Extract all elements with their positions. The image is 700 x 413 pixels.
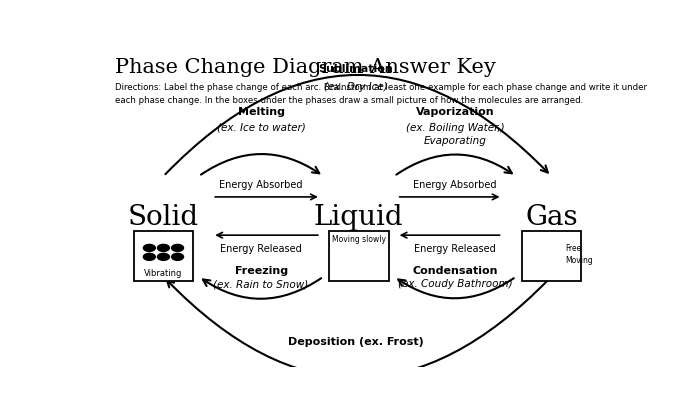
FancyBboxPatch shape [522, 232, 581, 281]
Text: Freezing: Freezing [234, 266, 288, 276]
Text: Moving: Moving [565, 255, 593, 264]
Circle shape [144, 245, 155, 252]
Text: each phase change. In the boxes under the phases draw a small picture of how the: each phase change. In the boxes under th… [115, 96, 583, 104]
Text: Vaporization: Vaporization [416, 107, 494, 117]
FancyArrowPatch shape [167, 279, 550, 378]
Text: Energy Released: Energy Released [220, 244, 302, 254]
Text: Moving slowly: Moving slowly [332, 235, 386, 244]
FancyArrowPatch shape [398, 278, 514, 299]
Text: Solid: Solid [128, 203, 199, 230]
Text: (ex. Rain to Snow): (ex. Rain to Snow) [214, 278, 309, 288]
Text: Energy Absorbed: Energy Absorbed [219, 180, 303, 190]
Text: Melting: Melting [237, 107, 285, 117]
Circle shape [144, 254, 155, 261]
FancyArrowPatch shape [203, 278, 321, 299]
Text: (ex. Coudy Bathroom): (ex. Coudy Bathroom) [398, 278, 512, 288]
Text: Energy Absorbed: Energy Absorbed [413, 180, 497, 190]
Text: Liquid: Liquid [314, 203, 404, 230]
Text: (ex. Boiling Water,): (ex. Boiling Water,) [406, 123, 505, 133]
Text: (ex. Ice to water): (ex. Ice to water) [217, 123, 305, 133]
FancyBboxPatch shape [134, 232, 193, 281]
FancyArrowPatch shape [165, 76, 548, 175]
Text: Vibrating: Vibrating [144, 269, 183, 278]
Text: Free: Free [565, 244, 581, 253]
Text: Condensation: Condensation [412, 266, 498, 276]
Circle shape [158, 254, 169, 261]
FancyArrowPatch shape [396, 155, 512, 175]
Text: (ex. Dry Ice): (ex. Dry Ice) [324, 81, 388, 91]
Text: Sublimation: Sublimation [318, 64, 393, 74]
FancyBboxPatch shape [329, 232, 389, 281]
Circle shape [172, 254, 183, 261]
Text: Evaporating: Evaporating [424, 135, 486, 145]
Text: Gas: Gas [525, 203, 578, 230]
Text: Energy Released: Energy Released [414, 244, 496, 254]
Circle shape [172, 245, 183, 252]
Text: Phase Change Diagram Answer Key: Phase Change Diagram Answer Key [115, 57, 496, 76]
Text: Directions: Label the phase change of each arc. Brainstorm at least one example : Directions: Label the phase change of ea… [115, 83, 647, 92]
Circle shape [158, 245, 169, 252]
Text: Deposition (ex. Frost): Deposition (ex. Frost) [288, 336, 424, 346]
FancyArrowPatch shape [201, 154, 319, 175]
